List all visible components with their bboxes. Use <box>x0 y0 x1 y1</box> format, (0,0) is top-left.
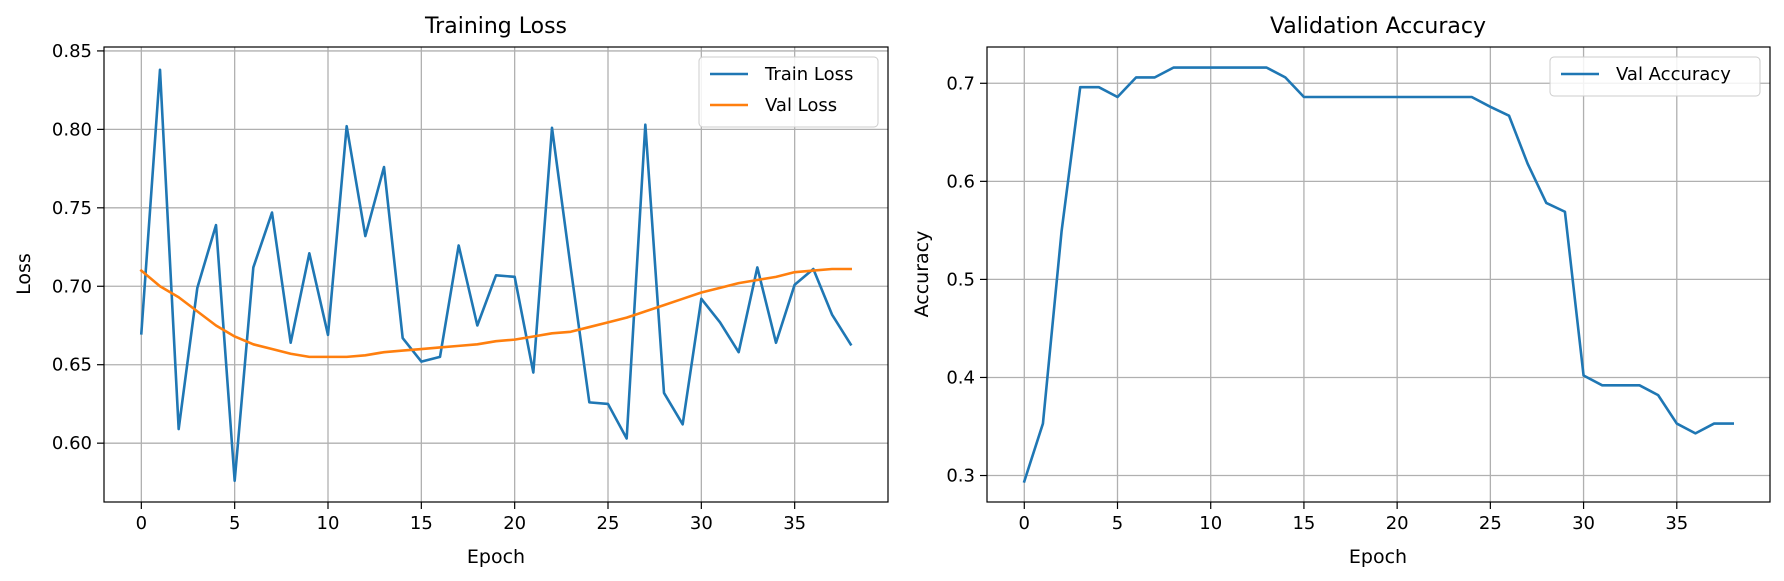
x-tick-label: 25 <box>1479 513 1502 534</box>
legend-label-train-loss: Train Loss <box>764 64 853 85</box>
legend: Train Loss Val Loss <box>698 56 879 128</box>
y-tick-label: 0.65 <box>52 355 92 376</box>
axes-frame <box>103 46 889 503</box>
y-tick-label: 0.5 <box>946 269 975 290</box>
x-tick-label: 15 <box>410 513 433 534</box>
y-axis-label: Loss <box>13 253 35 295</box>
y-tick-label: 0.4 <box>946 367 975 388</box>
y-tick-label: 0.3 <box>946 466 975 487</box>
series-line-train-loss <box>139 68 853 483</box>
validation-accuracy-chart: 0 5 10 15 20 25 30 35 0.3 0.4 0.5 0.6 0.7 Validation… <box>911 14 1771 568</box>
x-tick-label: 5 <box>229 513 240 534</box>
x-tick-label: 25 <box>597 513 620 534</box>
y-tick-label: 0.80 <box>52 119 92 140</box>
x-tick-label: 0 <box>1019 513 1030 534</box>
series-lines <box>1022 66 1735 484</box>
gridlines <box>987 47 1770 502</box>
axis-ticks: 0 5 10 15 20 25 30 35 0.3 0.4 0.5 0.6 0.7 <box>946 73 1688 534</box>
x-axis-label: Epoch <box>467 546 525 568</box>
y-tick-label: 0.85 <box>52 41 92 62</box>
x-tick-label: 20 <box>1386 513 1409 534</box>
x-tick-label: 5 <box>1112 513 1123 534</box>
series-lines <box>139 68 853 483</box>
gridlines <box>104 47 888 502</box>
x-tick-label: 35 <box>1665 513 1688 534</box>
y-tick-label: 0.70 <box>52 276 92 297</box>
legend-label-val-accuracy: Val Accuracy <box>1616 64 1731 85</box>
y-tick-label: 0.6 <box>946 171 975 192</box>
series-line-val-loss <box>139 267 852 359</box>
x-tick-label: 35 <box>783 513 806 534</box>
x-tick-label: 20 <box>503 513 526 534</box>
legend-box <box>1549 56 1761 97</box>
chart-title: Validation Accuracy <box>1270 14 1486 39</box>
y-tick-label: 0.7 <box>946 73 975 94</box>
legend-label-val-loss: Val Loss <box>765 95 837 116</box>
x-tick-label: 10 <box>317 513 340 534</box>
x-axis-label: Epoch <box>1349 546 1407 568</box>
training-loss-chart: 0 5 10 15 20 25 30 35 0.60 0.65 0.70 0.75 0.80 0.85 T… <box>13 14 889 568</box>
x-tick-label: 0 <box>136 513 147 534</box>
axis-ticks: 0 5 10 15 20 25 30 35 0.60 0.65 0.70 0.75 0.80 0.85 <box>52 41 806 534</box>
x-tick-label: 30 <box>1572 513 1595 534</box>
plot-area <box>987 47 1770 502</box>
x-tick-label: 30 <box>690 513 713 534</box>
axes-frame <box>986 46 1771 503</box>
series-line-val-accuracy <box>1022 66 1735 484</box>
x-tick-label: 15 <box>1292 513 1315 534</box>
y-axis-label: Accuracy <box>911 231 933 318</box>
x-tick-label: 10 <box>1199 513 1222 534</box>
y-tick-label: 0.75 <box>52 198 92 219</box>
legend: Val Accuracy <box>1549 56 1761 97</box>
chart-title: Training Loss <box>424 14 567 39</box>
y-tick-label: 0.60 <box>52 433 92 454</box>
